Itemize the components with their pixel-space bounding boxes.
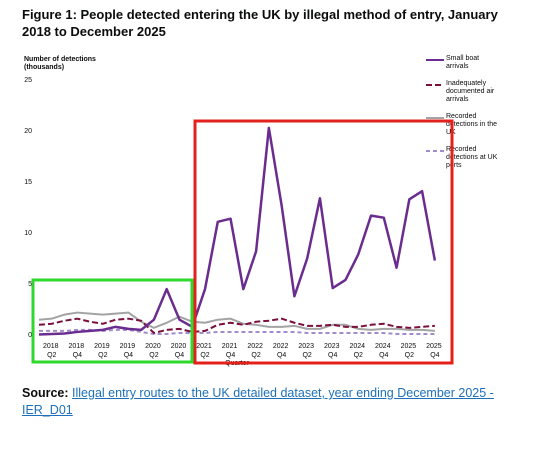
y-tick-label: 5 <box>28 281 32 288</box>
x-tick-label: 2019 Q4 <box>120 343 138 359</box>
x-tick-label: 2021 Q2 <box>196 343 214 359</box>
x-tick-label: 2023 Q4 <box>324 343 342 359</box>
y-tick-label: 0 <box>28 332 32 339</box>
legend-entry: Inadequately documented air arrivals <box>426 80 536 104</box>
legend-swatch <box>426 117 444 119</box>
legend-entry: Recorded detections in the UK <box>426 113 536 137</box>
x-tick-label: 2022 Q4 <box>273 343 291 359</box>
x-tick-label: 2024 Q4 <box>375 343 393 359</box>
legend-label: Small boat arrivals <box>446 55 480 70</box>
x-tick-label: 2020 Q2 <box>145 343 163 359</box>
legend-label: Recorded detections at UK ports <box>446 146 498 169</box>
x-tick-label: 2022 Q2 <box>247 343 265 359</box>
legend-entry: Recorded detections at UK ports <box>426 146 536 170</box>
y-tick-label: 20 <box>24 128 32 135</box>
legend-label: Recorded detections in the UK <box>446 113 497 136</box>
x-tick-label: 2025 Q2 <box>401 343 419 359</box>
legend-swatch <box>426 84 444 86</box>
legend-entry: Small boat arrivals <box>426 55 536 71</box>
x-tick-label: 2019 Q2 <box>94 343 112 359</box>
series-line <box>38 126 437 336</box>
x-tick-label: 2024 Q2 <box>349 343 367 359</box>
x-tick-label: 2023 Q2 <box>298 343 316 359</box>
y-tick-label: 10 <box>24 230 32 237</box>
y-tick-label: 15 <box>24 179 32 186</box>
series-line <box>38 311 435 332</box>
source: Source: Illegal entry routes to the UK d… <box>22 385 502 419</box>
legend-swatch <box>426 150 444 152</box>
source-label: Source: <box>22 386 69 400</box>
x-tick-label: 2020 Q4 <box>171 343 189 359</box>
x-tick-label: 2021 Q4 <box>222 343 240 359</box>
x-axis-label: Quarter <box>225 360 249 367</box>
legend-label: Inadequately documented air arrivals <box>446 80 495 103</box>
y-axis-label: Number of detections (thousands) <box>24 56 96 71</box>
legend: Small boat arrivals Inadequately document… <box>426 55 536 179</box>
y-tick-label: 25 <box>24 77 32 84</box>
source-link[interactable]: Illegal entry routes to the UK detailed … <box>22 386 494 417</box>
x-tick-label: 2018 Q4 <box>69 343 87 359</box>
legend-swatch <box>426 59 444 61</box>
x-tick-label: 2018 Q2 <box>43 343 61 359</box>
title: Figure 1: People detected entering the U… <box>22 7 498 39</box>
x-tick-label: 2025 Q4 <box>426 343 444 359</box>
